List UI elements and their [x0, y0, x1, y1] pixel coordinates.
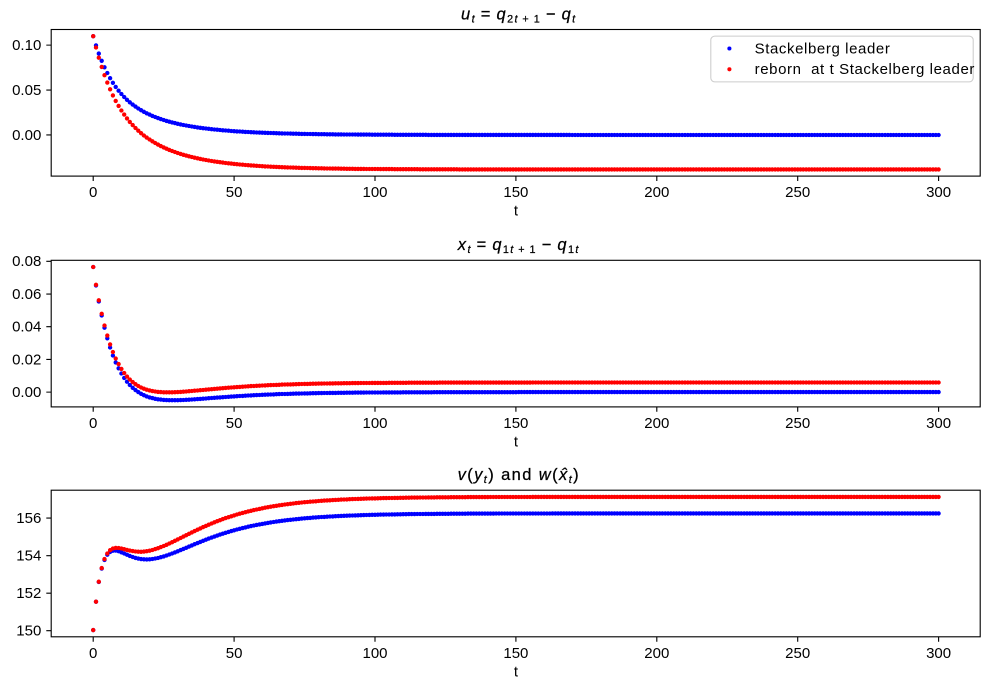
svg-text:xt = q1t + 1 − q1t: xt = q1t + 1 − q1t: [457, 236, 580, 256]
svg-text:150: 150: [16, 623, 41, 640]
svg-text:0: 0: [89, 415, 97, 432]
svg-text:100: 100: [362, 415, 387, 432]
svg-text:t: t: [514, 203, 519, 220]
svg-text:0.06: 0.06: [12, 286, 41, 303]
svg-text:200: 200: [644, 415, 669, 432]
svg-text:t: t: [514, 663, 519, 680]
svg-text:300: 300: [926, 184, 951, 201]
svg-text:Stackelberg leader: Stackelberg leader: [755, 40, 891, 57]
svg-text:0: 0: [89, 645, 97, 662]
svg-text:300: 300: [926, 645, 951, 662]
svg-text:152: 152: [16, 585, 41, 602]
svg-text:250: 250: [785, 415, 810, 432]
svg-text:300: 300: [926, 415, 951, 432]
svg-text:0.04: 0.04: [12, 319, 41, 336]
svg-text:100: 100: [362, 184, 387, 201]
svg-text:150: 150: [503, 184, 528, 201]
svg-text:154: 154: [16, 548, 41, 565]
svg-text:250: 250: [785, 645, 810, 662]
svg-text:250: 250: [785, 184, 810, 201]
svg-text:0.08: 0.08: [12, 253, 41, 270]
svg-text:50: 50: [226, 184, 243, 201]
svg-text:reborn at t Stackelberg leade: reborn at t Stackelberg leader: [755, 61, 975, 78]
svg-text:50: 50: [226, 415, 243, 432]
svg-text:150: 150: [503, 645, 528, 662]
svg-text:100: 100: [362, 645, 387, 662]
svg-text:150: 150: [503, 415, 528, 432]
svg-text:200: 200: [644, 184, 669, 201]
svg-text:0.10: 0.10: [12, 37, 41, 54]
svg-text:ut = q2t + 1 − qt: ut = q2t + 1 − qt: [461, 5, 577, 25]
svg-text:0.00: 0.00: [12, 127, 41, 144]
svg-text:v(yt) and w(x̂t): v(yt) and w(x̂t): [458, 466, 580, 486]
svg-text:0.05: 0.05: [12, 82, 41, 99]
svg-text:0: 0: [89, 184, 97, 201]
svg-text:50: 50: [226, 645, 243, 662]
svg-text:0.02: 0.02: [12, 351, 41, 368]
svg-text:t: t: [514, 434, 519, 451]
svg-text:200: 200: [644, 645, 669, 662]
svg-text:156: 156: [16, 510, 41, 527]
svg-text:0.00: 0.00: [12, 384, 41, 401]
